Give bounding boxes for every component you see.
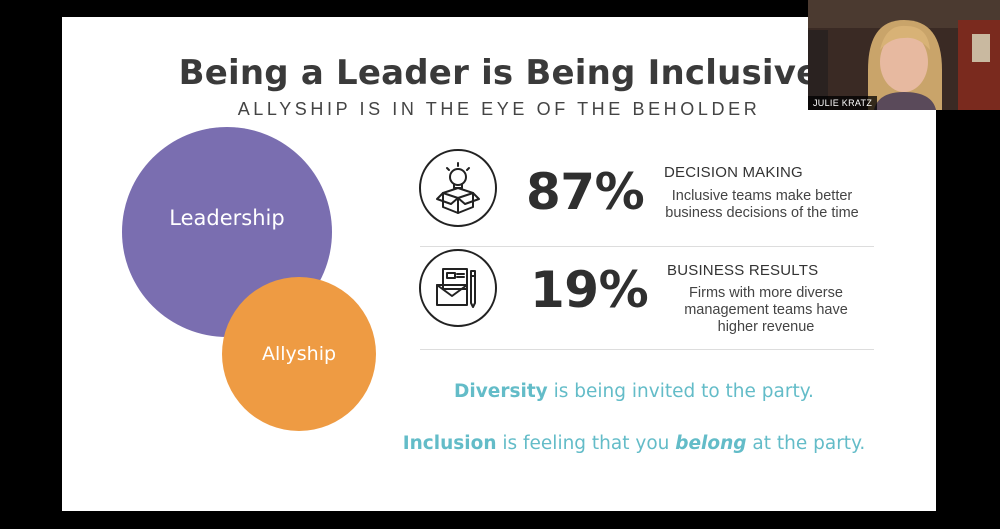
lightbulb-box-icon [419,149,497,227]
divider-1 [420,246,874,247]
inclusion-quote: Inclusion is feeling that you belong at … [402,433,866,454]
stat-business-description: Firms with more diverse management teams… [684,285,848,335]
slide-title: Being a Leader is Being Inclusive [178,53,820,93]
leadership-circle: Leadership [122,127,332,337]
stat-decision-value: 87% [526,163,645,221]
stat-decision-description: Inclusive teams make better business dec… [665,188,859,221]
presentation-slide: Being a Leader is Being Inclusive ALLYSH… [62,17,936,511]
participant-video-feed [808,0,1000,110]
diversity-word: Diversity [454,381,548,402]
envelope-pencil-icon [419,249,497,327]
slide-subtitle: ALLYSHIP IS IN THE EYE OF THE BEHOLDER [237,99,761,119]
stat-business-heading: BUSINESS RESULTS [667,262,819,279]
stat-decision-heading: DECISION MAKING [664,164,803,181]
allyship-label: Allyship [261,343,337,365]
divider-2 [420,349,874,350]
stat-business-value: 19% [530,261,649,319]
allyship-circle: Allyship [222,277,376,431]
leadership-label: Leadership [169,206,285,230]
diversity-quote: Diversity is being invited to the party. [454,381,814,402]
participant-name-label: JULIE KRATZ [808,96,878,110]
participant-video-tile[interactable]: JULIE KRATZ [808,0,1000,110]
inclusion-word: Inclusion [402,433,497,454]
belong-word: belong [675,433,747,454]
